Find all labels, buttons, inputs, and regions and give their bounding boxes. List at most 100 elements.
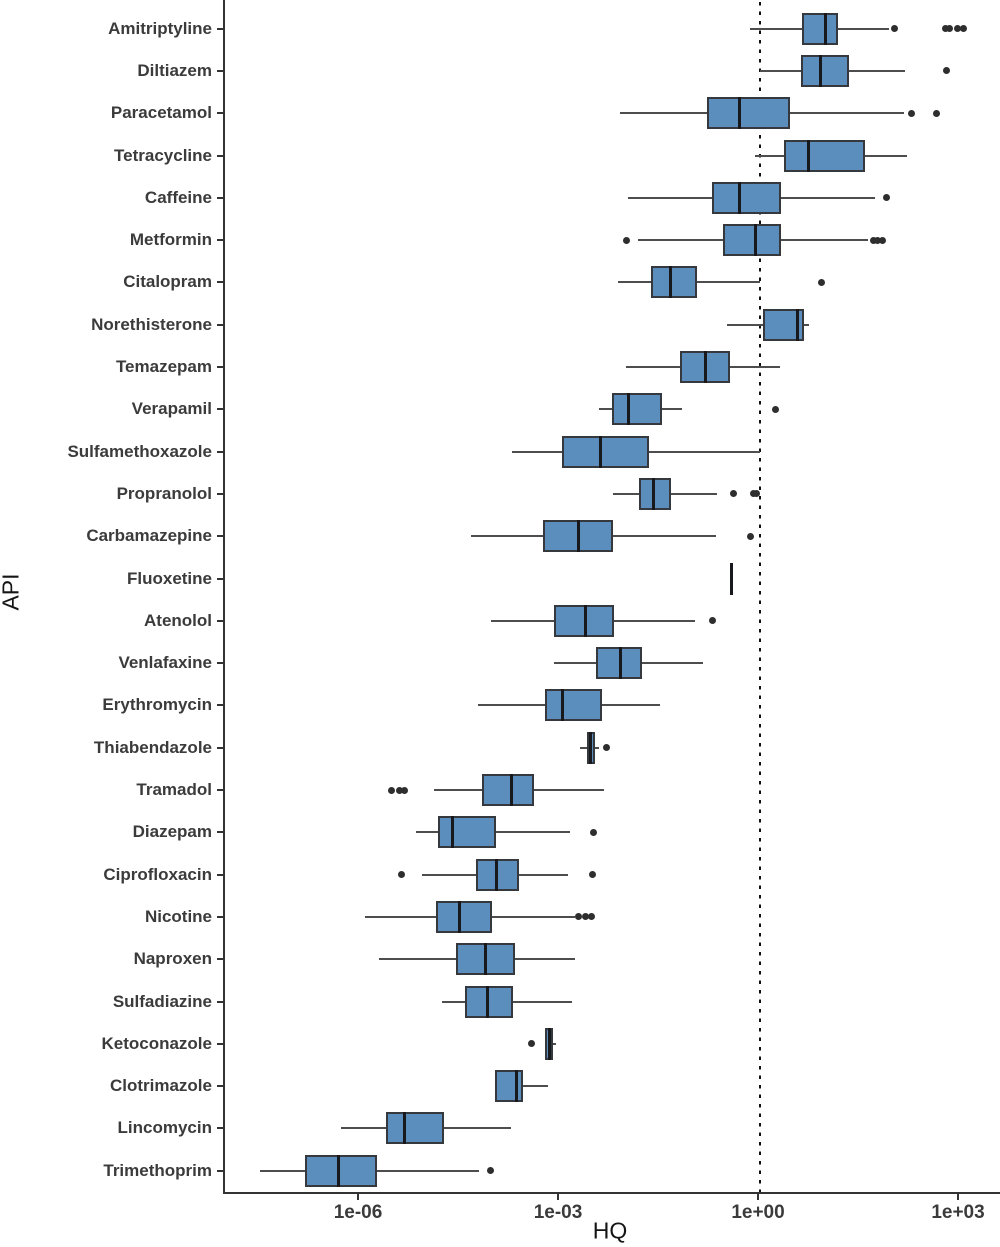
y-tick-label-thiabendazole: Thiabendazole xyxy=(93,737,212,757)
y-tick xyxy=(217,112,223,115)
lower-whisker xyxy=(490,619,555,622)
outlier-dot xyxy=(882,194,890,202)
median-line xyxy=(738,181,742,214)
iqr-box xyxy=(438,816,497,849)
y-tick xyxy=(217,831,223,834)
lower-whisker xyxy=(598,408,612,411)
upper-whisker xyxy=(662,408,683,411)
upper-whisker xyxy=(514,958,576,961)
median-line xyxy=(561,689,565,722)
y-tick-label-norethisterone: Norethisterone xyxy=(91,314,212,334)
outlier-dot xyxy=(623,236,631,244)
outlier-dot xyxy=(589,871,597,879)
y-tick-label-sulfamethoxazole: Sulfamethoxazole xyxy=(67,441,212,461)
y-tick xyxy=(217,619,223,622)
y-tick-label-amitriptyline: Amitriptyline xyxy=(108,18,212,38)
iqr-box xyxy=(651,266,698,299)
lower-whisker xyxy=(638,239,724,242)
lower-whisker xyxy=(434,789,482,792)
y-tick xyxy=(217,746,223,749)
y-tick xyxy=(217,1042,223,1045)
lower-whisker xyxy=(727,323,763,326)
iqr-box xyxy=(481,774,535,807)
outlier-dot xyxy=(818,278,826,286)
x-tick-label: 1e+03 xyxy=(931,1202,985,1223)
outlier-dot xyxy=(486,1167,494,1175)
y-tick-label-ketoconazole: Ketoconazole xyxy=(101,1033,212,1053)
y-tick-label-lincomycin: Lincomycin xyxy=(117,1118,212,1138)
y-tick xyxy=(217,535,223,538)
upper-whisker xyxy=(496,831,570,834)
iqr-box xyxy=(305,1154,377,1187)
outlier-dot xyxy=(575,913,583,921)
y-tick-label-tramadol: Tramadol xyxy=(136,780,212,800)
median-line xyxy=(627,393,631,426)
median-line xyxy=(738,97,742,130)
outlier-dot xyxy=(581,913,589,921)
median-line xyxy=(730,562,734,595)
upper-whisker xyxy=(648,450,760,453)
y-tick xyxy=(217,577,223,580)
outlier-dot xyxy=(771,405,779,413)
median-line xyxy=(510,774,514,807)
iqr-box xyxy=(544,689,602,722)
outlier-dot xyxy=(874,236,882,244)
lower-whisker xyxy=(626,366,680,369)
iqr-box xyxy=(436,900,492,933)
upper-whisker xyxy=(781,196,876,199)
lower-whisker xyxy=(628,196,712,199)
y-tick xyxy=(217,323,223,326)
y-tick-label-verapamil: Verapamil xyxy=(131,399,212,419)
x-axis-title: HQ xyxy=(592,1217,628,1244)
outlier-dot xyxy=(945,25,953,33)
median-line xyxy=(583,604,587,637)
upper-whisker xyxy=(789,112,905,115)
lower-whisker xyxy=(617,281,652,284)
lower-whisker xyxy=(471,535,544,538)
y-tick-label-clotrimazole: Clotrimazole xyxy=(109,1076,212,1096)
lower-whisker xyxy=(478,704,545,707)
y-tick-label-metformin: Metformin xyxy=(129,230,212,250)
upper-whisker xyxy=(697,281,760,284)
outlier-dot xyxy=(400,786,408,794)
lower-whisker xyxy=(749,27,802,30)
y-tick xyxy=(217,27,223,30)
median-line xyxy=(548,1027,552,1060)
median-line xyxy=(577,520,581,553)
outlier-dot xyxy=(602,744,610,752)
median-line xyxy=(515,1070,519,1103)
iqr-box xyxy=(784,139,866,172)
outlier-dot xyxy=(388,786,396,794)
upper-whisker xyxy=(781,239,869,242)
median-line xyxy=(807,139,811,172)
median-line xyxy=(336,1154,340,1187)
y-tick xyxy=(217,789,223,792)
iqr-box xyxy=(723,224,782,257)
upper-whisker xyxy=(444,1127,512,1130)
upper-whisker xyxy=(594,746,599,749)
y-tick-label-caffeine: Caffeine xyxy=(144,187,212,207)
y-tick-label-nicotine: Nicotine xyxy=(144,906,212,926)
y-tick-label-carbamazepine: Carbamazepine xyxy=(86,526,212,546)
median-line xyxy=(598,435,602,468)
lower-whisker xyxy=(260,1169,306,1172)
outlier-dot xyxy=(588,913,596,921)
y-tick xyxy=(217,154,223,157)
upper-whisker xyxy=(534,789,605,792)
outlier-dot xyxy=(933,109,941,117)
median-line xyxy=(651,477,655,510)
lower-whisker xyxy=(554,662,597,665)
x-tick xyxy=(357,1193,359,1200)
y-tick xyxy=(217,450,223,453)
x-tick xyxy=(957,1193,959,1200)
y-tick-label-naproxen: Naproxen xyxy=(133,949,212,969)
median-line xyxy=(818,54,822,87)
y-tick xyxy=(217,958,223,961)
upper-whisker xyxy=(601,704,661,707)
iqr-box xyxy=(385,1112,445,1145)
y-tick xyxy=(217,69,223,72)
outlier-dot xyxy=(590,828,598,836)
y-tick-label-atenolol: Atenolol xyxy=(144,610,212,630)
upper-whisker xyxy=(518,873,568,876)
y-tick xyxy=(217,1169,223,1172)
